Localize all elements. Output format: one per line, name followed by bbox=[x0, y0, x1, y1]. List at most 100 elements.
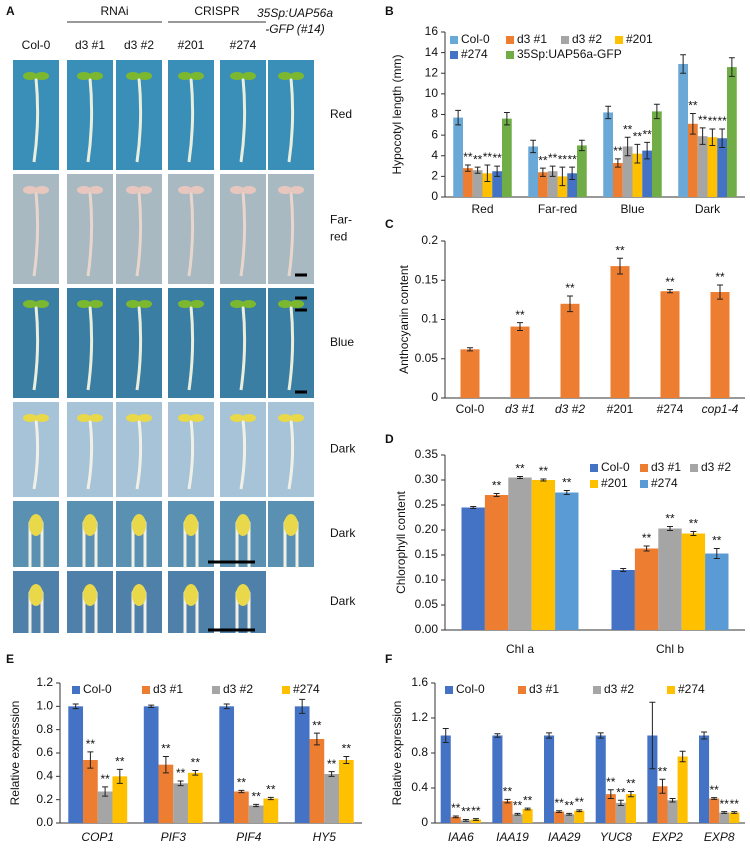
seedling bbox=[32, 419, 40, 490]
legend-swatch bbox=[593, 686, 601, 694]
seedling bbox=[135, 305, 143, 391]
cotyledon bbox=[178, 72, 192, 80]
significance-label: ** bbox=[471, 804, 481, 818]
bar bbox=[719, 812, 730, 823]
legend-label: 35Sp:UAP56a-GFP bbox=[517, 47, 622, 61]
seedling bbox=[86, 419, 94, 490]
cotyledon bbox=[35, 300, 49, 308]
error-bar bbox=[709, 128, 716, 146]
seedling bbox=[135, 77, 143, 163]
error-bar bbox=[567, 295, 573, 313]
error-bar bbox=[701, 731, 708, 740]
y-tick-label: 0.30 bbox=[415, 472, 439, 486]
legend-label: d3 #2 bbox=[572, 32, 602, 46]
significance-label: ** bbox=[633, 130, 643, 144]
x-tick-label: COP1 bbox=[81, 830, 114, 844]
legend-label: #274 bbox=[293, 682, 320, 696]
error-bar bbox=[563, 490, 570, 495]
cotyledon bbox=[178, 414, 192, 422]
seedling bbox=[32, 77, 40, 163]
error-bar bbox=[455, 109, 462, 126]
y-tick-label: 0.8 bbox=[36, 722, 53, 736]
significance-label: ** bbox=[539, 464, 549, 478]
bar bbox=[187, 772, 203, 823]
bar bbox=[482, 173, 493, 197]
cotyledon bbox=[230, 300, 244, 308]
panel-label: A bbox=[6, 4, 15, 18]
legend-label: Col-0 bbox=[601, 460, 630, 474]
legend-swatch bbox=[690, 464, 698, 472]
x-tick-label: d3 #1 bbox=[505, 402, 535, 416]
significance-label: ** bbox=[698, 113, 708, 127]
error-bar bbox=[504, 798, 511, 804]
y-tick-label: 0.4 bbox=[411, 780, 428, 794]
cotyledon bbox=[290, 414, 304, 422]
panel-label: E bbox=[6, 652, 14, 666]
y-tick-label: 0.0 bbox=[36, 815, 53, 829]
significance-label: ** bbox=[451, 801, 461, 815]
cotyledon bbox=[190, 72, 204, 80]
significance-label: ** bbox=[575, 795, 585, 809]
error-bar bbox=[313, 732, 320, 746]
bar bbox=[294, 706, 310, 823]
x-tick-label: Blue bbox=[620, 202, 644, 216]
seedling bbox=[287, 419, 295, 490]
x-tick-label: Dark bbox=[695, 202, 721, 216]
legend-swatch bbox=[506, 51, 514, 59]
x-tick-label: IAA29 bbox=[548, 830, 581, 844]
bar bbox=[461, 507, 485, 630]
cotyledon bbox=[132, 514, 146, 536]
legend-swatch bbox=[506, 36, 514, 44]
error-bar bbox=[328, 771, 335, 777]
error-bar bbox=[162, 756, 169, 774]
seedling bbox=[187, 305, 195, 391]
error-bar bbox=[721, 811, 728, 814]
bar bbox=[492, 171, 502, 197]
bar bbox=[463, 168, 473, 197]
error-bar bbox=[627, 791, 634, 798]
significance-label: ** bbox=[567, 152, 577, 166]
bar bbox=[660, 291, 680, 398]
cotyledon bbox=[89, 414, 103, 422]
significance-label: ** bbox=[558, 152, 568, 166]
cotyledon bbox=[230, 72, 244, 80]
cotyledon bbox=[138, 186, 152, 194]
error-bar bbox=[540, 478, 547, 482]
error-bar bbox=[731, 811, 738, 814]
seedling bbox=[239, 191, 247, 277]
significance-label: ** bbox=[720, 797, 730, 811]
seedling bbox=[239, 419, 247, 490]
error-bar bbox=[607, 789, 614, 799]
error-bar bbox=[148, 704, 155, 708]
bar bbox=[610, 266, 630, 398]
column-label: #274 bbox=[230, 38, 257, 52]
significance-label: ** bbox=[327, 757, 337, 771]
bar bbox=[677, 756, 688, 823]
legend-swatch bbox=[450, 51, 458, 59]
significance-label: ** bbox=[115, 755, 125, 769]
error-bar bbox=[472, 818, 479, 821]
y-tick-label: 0.6 bbox=[36, 745, 53, 759]
y-tick-label: 0.8 bbox=[411, 745, 428, 759]
bar bbox=[611, 570, 635, 630]
bar bbox=[577, 145, 587, 197]
error-bar bbox=[669, 798, 676, 803]
legend-label: d3 #2 bbox=[604, 682, 634, 696]
bar bbox=[727, 67, 737, 197]
cotyledon bbox=[83, 514, 97, 536]
error-bar bbox=[644, 141, 651, 160]
x-tick-label: Chl b bbox=[656, 642, 684, 656]
significance-label: ** bbox=[483, 150, 493, 164]
significance-label: ** bbox=[708, 114, 718, 128]
bar bbox=[657, 786, 668, 823]
significance-label: ** bbox=[251, 790, 261, 804]
y-axis-label: Anthocyanin content bbox=[397, 264, 411, 373]
seedling bbox=[135, 419, 143, 490]
bar bbox=[667, 800, 678, 823]
bar bbox=[615, 802, 626, 823]
significance-label: ** bbox=[342, 742, 352, 756]
cotyledon bbox=[23, 300, 37, 308]
bar bbox=[248, 805, 264, 823]
error-bar bbox=[667, 526, 673, 531]
bar bbox=[697, 136, 708, 197]
